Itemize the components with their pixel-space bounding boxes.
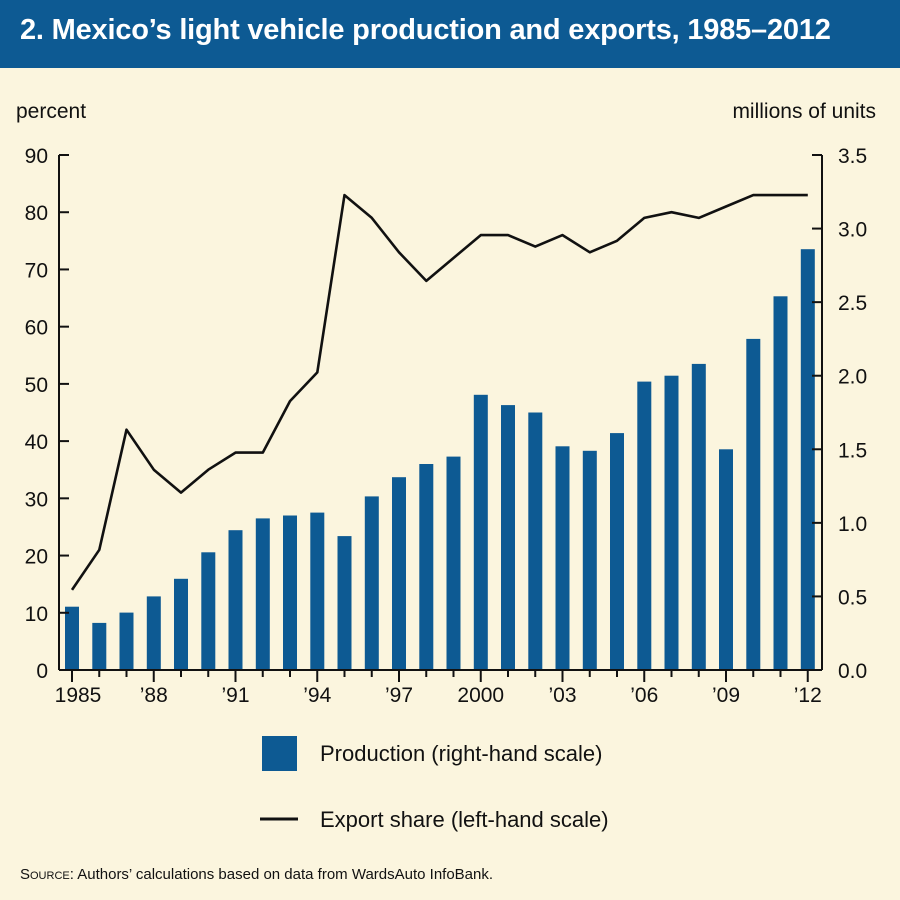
- production-bar: [419, 464, 434, 670]
- x-tick-label: 1985: [55, 684, 102, 707]
- left-tick-label: 60: [25, 317, 48, 340]
- x-tick-label: ’12: [794, 684, 822, 707]
- left-tick-label: 30: [25, 488, 48, 511]
- right-tick-label: 1.0: [838, 513, 867, 536]
- production-bar: [637, 381, 652, 670]
- x-tick-label: ’94: [303, 684, 331, 707]
- production-bar: [364, 496, 379, 670]
- x-tick-label: ’09: [712, 684, 740, 707]
- title-bar: 2. Mexico’s light vehicle production and…: [0, 0, 900, 68]
- source-label: Source: [20, 866, 70, 883]
- production-bar: [555, 446, 570, 670]
- production-bar: [473, 394, 488, 670]
- production-bar: [201, 552, 216, 670]
- production-bar: [800, 249, 815, 670]
- production-bar: [283, 515, 297, 670]
- production-bar: [146, 596, 161, 670]
- production-bars: [65, 249, 815, 670]
- production-bar: [310, 512, 325, 670]
- right-axis-label: millions of units: [732, 100, 876, 123]
- x-tick-label: ’03: [548, 684, 576, 707]
- production-bar: [174, 578, 188, 670]
- production-bar: [746, 338, 761, 670]
- right-tick-label: 0.5: [838, 586, 867, 609]
- right-tick-label: 1.5: [838, 439, 867, 462]
- x-axis-ticks: 1985 ’88 ’91 ’94 ’97 2000 ’03 ’06 ’09 ’12: [55, 670, 822, 707]
- chart-title: 2. Mexico’s light vehicle production and…: [20, 14, 831, 46]
- left-tick-label: 70: [25, 259, 48, 282]
- export-share-line: [70, 193, 808, 591]
- legend-export-label: Export share (left-hand scale): [320, 807, 609, 832]
- left-tick-label: 90: [25, 145, 48, 168]
- x-tick-label: ’97: [385, 684, 413, 707]
- production-bar: [392, 477, 406, 670]
- left-tick-label: 40: [25, 431, 48, 454]
- right-tick-label: 2.0: [838, 366, 867, 389]
- production-bar: [501, 405, 515, 670]
- production-bar: [92, 622, 107, 670]
- legend-production-label: Production (right-hand scale): [320, 741, 602, 766]
- right-tick-label: 3.0: [838, 219, 867, 242]
- legend-production-swatch: [262, 736, 297, 771]
- left-tick-label: 20: [25, 546, 48, 569]
- x-tick-label: ’06: [630, 684, 658, 707]
- left-tick-label: 0: [36, 660, 48, 683]
- production-bar: [337, 536, 352, 670]
- production-bar: [255, 518, 270, 670]
- production-bar: [664, 375, 679, 670]
- production-bar: [119, 612, 134, 670]
- left-axis-ticks: 0 10 20 30 40 50 60 70 80 90: [25, 145, 69, 683]
- production-bar: [446, 456, 461, 670]
- production-bar: [65, 606, 79, 670]
- left-axis-label: percent: [16, 100, 86, 123]
- source-note: Source: Authors’ calculations based on d…: [20, 866, 493, 883]
- right-axis-ticks: 0.0 0.5 1.0 1.5 2.0 2.5 3.0 3.5: [812, 145, 867, 683]
- x-tick-label: 2000: [457, 684, 504, 707]
- production-bar: [228, 530, 243, 670]
- production-bar: [582, 450, 597, 670]
- left-tick-label: 10: [25, 603, 48, 626]
- right-tick-label: 0.0: [838, 660, 867, 683]
- source-text: : Authors’ calculations based on data fr…: [69, 866, 494, 883]
- left-tick-label: 80: [25, 202, 48, 225]
- x-tick-label: ’91: [221, 684, 249, 707]
- x-tick-label: ’88: [140, 684, 168, 707]
- production-bar: [610, 433, 624, 670]
- production-bar: [719, 449, 733, 670]
- left-tick-label: 50: [25, 374, 48, 397]
- right-tick-label: 2.5: [838, 292, 867, 315]
- production-bar: [773, 296, 788, 670]
- chart-area: percent millions of units 0 10 20 30 40 50 60 7…: [16, 100, 876, 832]
- right-tick-label: 3.5: [838, 145, 867, 168]
- production-bar: [528, 412, 543, 670]
- production-bar: [691, 363, 706, 670]
